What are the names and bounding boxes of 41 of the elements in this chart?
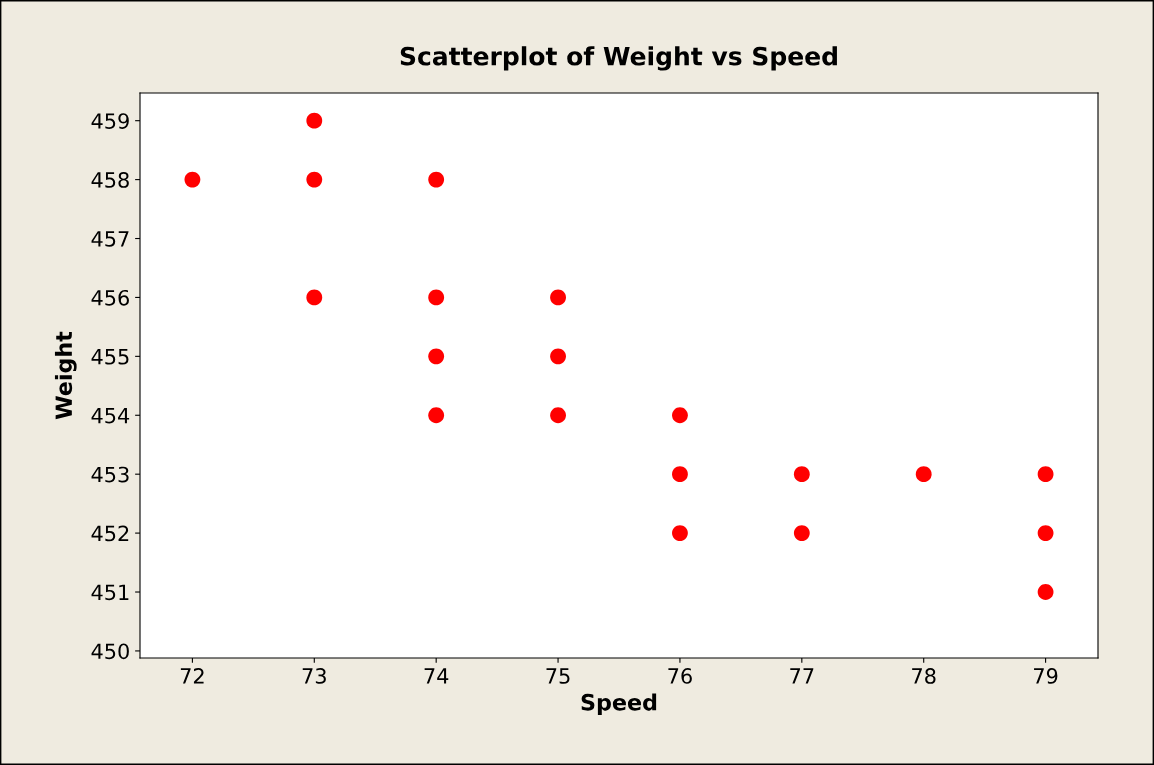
point: [550, 289, 566, 306]
point: [793, 466, 810, 483]
point: [915, 466, 932, 483]
point: [672, 466, 688, 483]
point: [1037, 466, 1054, 483]
x-tick-label: 73: [302, 668, 326, 684]
x-tick-label: 79: [1034, 668, 1058, 684]
x-tick-label: 75: [546, 668, 570, 684]
x-tick-label: 78: [912, 668, 936, 684]
point: [550, 407, 566, 424]
point: [793, 525, 810, 542]
y-tick-label: 457: [91, 231, 129, 247]
point: [1037, 584, 1054, 600]
y-tick-label: 451: [91, 584, 129, 601]
point: [550, 348, 566, 365]
y-tick-label: 452: [91, 525, 129, 542]
point: [306, 171, 323, 188]
y-tick-label: 459: [91, 113, 129, 129]
point: [306, 112, 323, 129]
point: [672, 525, 688, 542]
x-axis-title: Speed: [581, 693, 657, 715]
y-tick-label: 456: [91, 289, 129, 306]
y-tick-label: 458: [91, 172, 129, 188]
x-tick-label: 76: [668, 668, 692, 684]
point: [1037, 525, 1054, 542]
x-tick-label: 72: [180, 668, 204, 684]
x-tick-label: 74: [424, 668, 449, 684]
point: [428, 407, 445, 424]
point: [672, 407, 688, 424]
y-tick-label: 450: [91, 643, 129, 660]
point: [306, 289, 323, 306]
y-tick-label: 453: [91, 466, 129, 483]
y-tick-label: 455: [91, 349, 129, 365]
point: [428, 289, 445, 306]
x-tick-label: 77: [790, 668, 814, 684]
point: [184, 171, 201, 188]
point: [428, 348, 445, 365]
chart-title: Scatterplot of Weight vs Speed: [400, 46, 837, 71]
point: [428, 171, 445, 188]
y-tick-label: 454: [91, 407, 130, 424]
y-axis-title: Weight: [54, 331, 77, 420]
